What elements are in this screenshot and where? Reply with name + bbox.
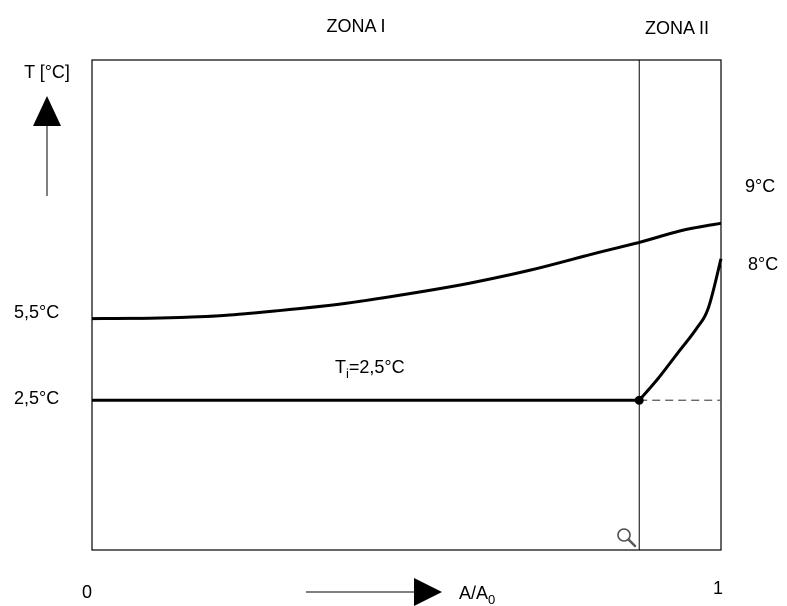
y-label-5-5: 5,5°C — [14, 302, 59, 322]
x-axis-label-subscript: 0 — [488, 592, 495, 606]
zone-1-label: ZONA I — [326, 16, 385, 36]
x-tick-0: 0 — [82, 582, 92, 602]
end-label-8: 8°C — [748, 254, 778, 274]
series-9c-curve — [91, 221, 722, 321]
junction-point — [634, 395, 644, 405]
series-8c-curve — [638, 258, 723, 402]
ti-annotation-subscript: i — [346, 366, 349, 381]
x-tick-1: 1 — [713, 578, 723, 598]
plot-frame — [91, 59, 722, 551]
y-axis-label: T [°C] — [24, 62, 70, 82]
magnifier-icon[interactable] — [617, 528, 637, 548]
y-label-2-5: 2,5°C — [14, 388, 59, 408]
x-axis-arrow-head — [414, 578, 442, 606]
end-label-9: 9°C — [745, 176, 775, 196]
x-axis-label: A/A0 — [459, 583, 495, 606]
zone-2-label: ZONA II — [645, 18, 709, 38]
y-axis-arrow-head — [33, 96, 61, 126]
ti-annotation: Ti=2,5°C — [335, 357, 405, 381]
